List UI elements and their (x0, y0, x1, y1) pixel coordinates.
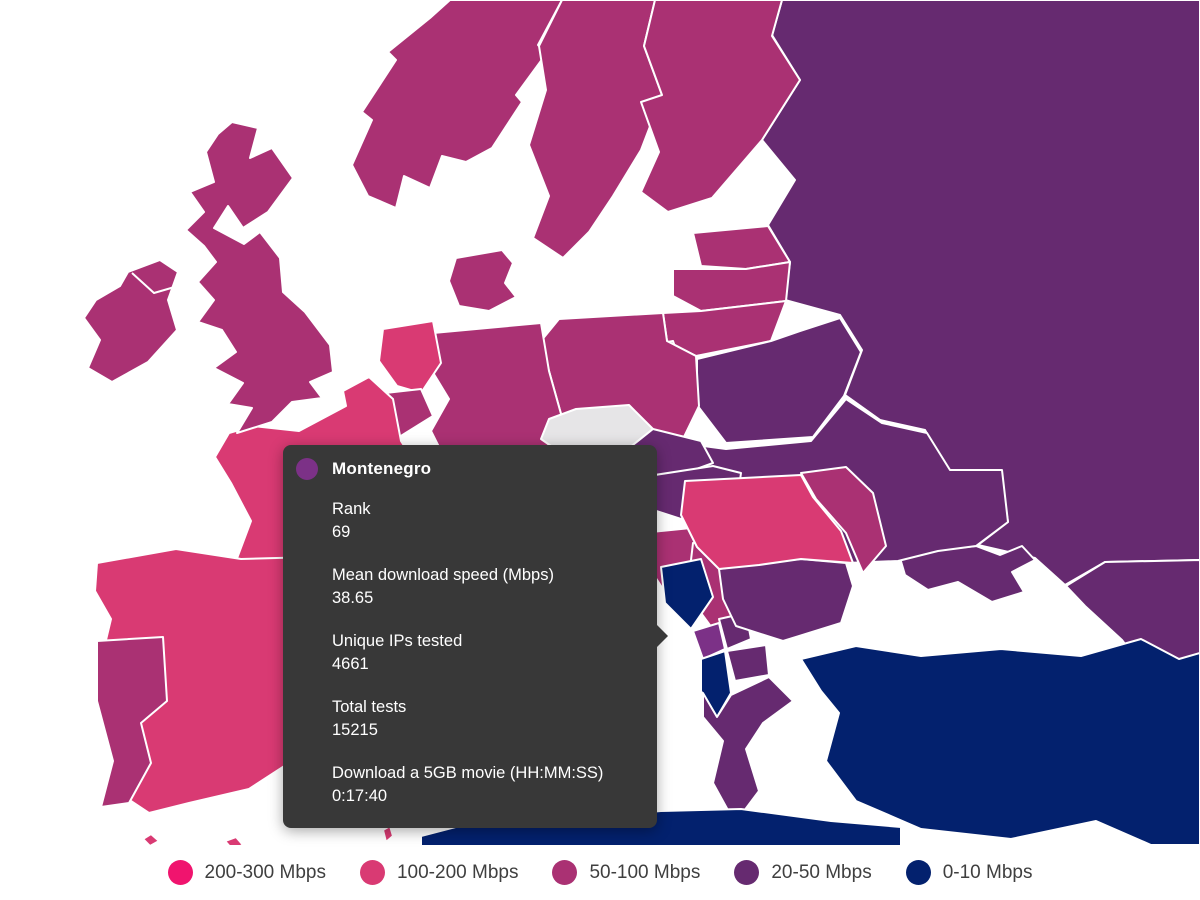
legend-label: 50-100 Mbps (589, 861, 701, 883)
tooltip-row-5gb-movie: Download a 5GB movie (HH:MM:SS) 0:17:40 (332, 762, 633, 808)
legend-swatch-icon (905, 860, 931, 885)
legend-label: 100-200 Mbps (396, 861, 519, 883)
country-belarus[interactable] (696, 317, 862, 444)
country-sweden[interactable] (528, 0, 663, 259)
legend-item-200-300: 200-300 Mbps (167, 860, 326, 885)
legend-item-100-200: 100-200 Mbps (359, 860, 519, 885)
tooltip-arrow (657, 625, 668, 647)
country-canary-island-2[interactable] (224, 836, 244, 845)
country-macedonia[interactable] (726, 644, 770, 682)
speed-legend: 200-300 Mbps 100-200 Mbps 50-100 Mbps 20… (0, 845, 1200, 900)
stat-value: 4661 (332, 655, 369, 673)
legend-label: 20-50 Mbps (771, 861, 872, 883)
country-romania[interactable] (680, 474, 854, 570)
country-bosnia[interactable] (660, 558, 714, 630)
stat-value: 0:17:40 (332, 787, 388, 805)
legend-swatch-icon (359, 860, 385, 885)
country-portugal[interactable] (96, 636, 168, 808)
tooltip-row-unique-ips: Unique IPs tested 4661 (332, 630, 633, 676)
stat-label: Total tests (332, 698, 407, 716)
legend-item-20-50: 20-50 Mbps (734, 860, 872, 885)
country-great-britain[interactable] (185, 121, 334, 434)
country-greece[interactable] (702, 676, 794, 824)
country-norway[interactable] (351, 0, 563, 209)
legend-item-0-10: 0-10 Mbps (905, 860, 1033, 885)
tooltip-row-mean-speed: Mean download speed (Mbps) 38.65 (332, 564, 633, 610)
stat-label: Unique IPs tested (332, 632, 463, 650)
northern-ireland-border (131, 272, 179, 294)
legend-item-50-100: 50-100 Mbps (552, 860, 700, 885)
legend-label: 200-300 Mbps (204, 861, 326, 883)
country-color-swatch-icon (296, 458, 318, 480)
country-moldova[interactable] (800, 466, 887, 574)
country-ireland[interactable] (83, 259, 179, 383)
country-netherlands[interactable] (378, 320, 442, 394)
country-denmark[interactable] (448, 249, 517, 312)
country-turkey[interactable] (800, 638, 1200, 845)
stat-value: 15215 (332, 721, 378, 739)
legend-swatch-icon (552, 860, 578, 885)
tooltip-country-title: Montenegro (332, 459, 432, 478)
legend-swatch-icon (167, 860, 193, 885)
stat-label: Rank (332, 500, 371, 518)
stat-label: Mean download speed (Mbps) (332, 566, 554, 584)
legend-swatch-icon (734, 860, 760, 885)
country-montenegro[interactable] (692, 622, 726, 660)
tooltip-row-total-tests: Total tests 15215 (332, 696, 633, 742)
country-madeira[interactable] (382, 825, 394, 843)
country-tooltip: Montenegro Rank 69 Mean download speed (… (283, 445, 668, 828)
legend-label: 0-10 Mbps (942, 861, 1033, 883)
tooltip-row-rank: Rank 69 (332, 498, 633, 544)
stat-value: 69 (332, 523, 351, 541)
stat-label: Download a 5GB movie (HH:MM:SS) (332, 764, 604, 782)
country-canary-island-1[interactable] (142, 833, 160, 845)
stat-value: 38.65 (332, 589, 374, 607)
country-finland[interactable] (640, 0, 801, 213)
